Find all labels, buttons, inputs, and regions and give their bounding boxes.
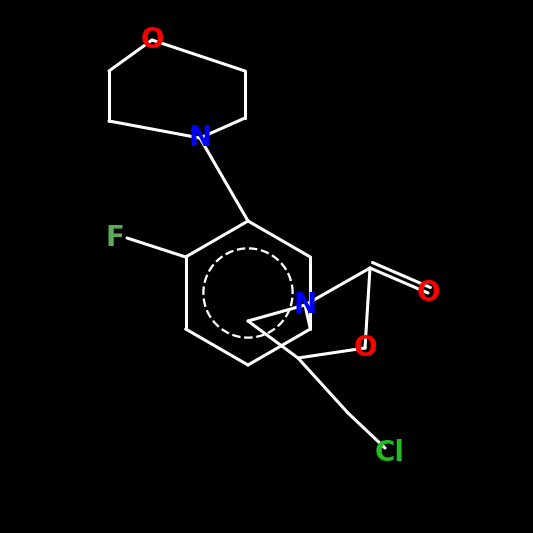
Text: F: F: [106, 224, 124, 252]
Text: Cl: Cl: [375, 439, 405, 467]
Text: O: O: [353, 334, 377, 362]
Text: O: O: [416, 279, 440, 307]
Text: N: N: [189, 124, 212, 152]
Text: O: O: [140, 26, 164, 54]
Text: N: N: [294, 291, 317, 319]
